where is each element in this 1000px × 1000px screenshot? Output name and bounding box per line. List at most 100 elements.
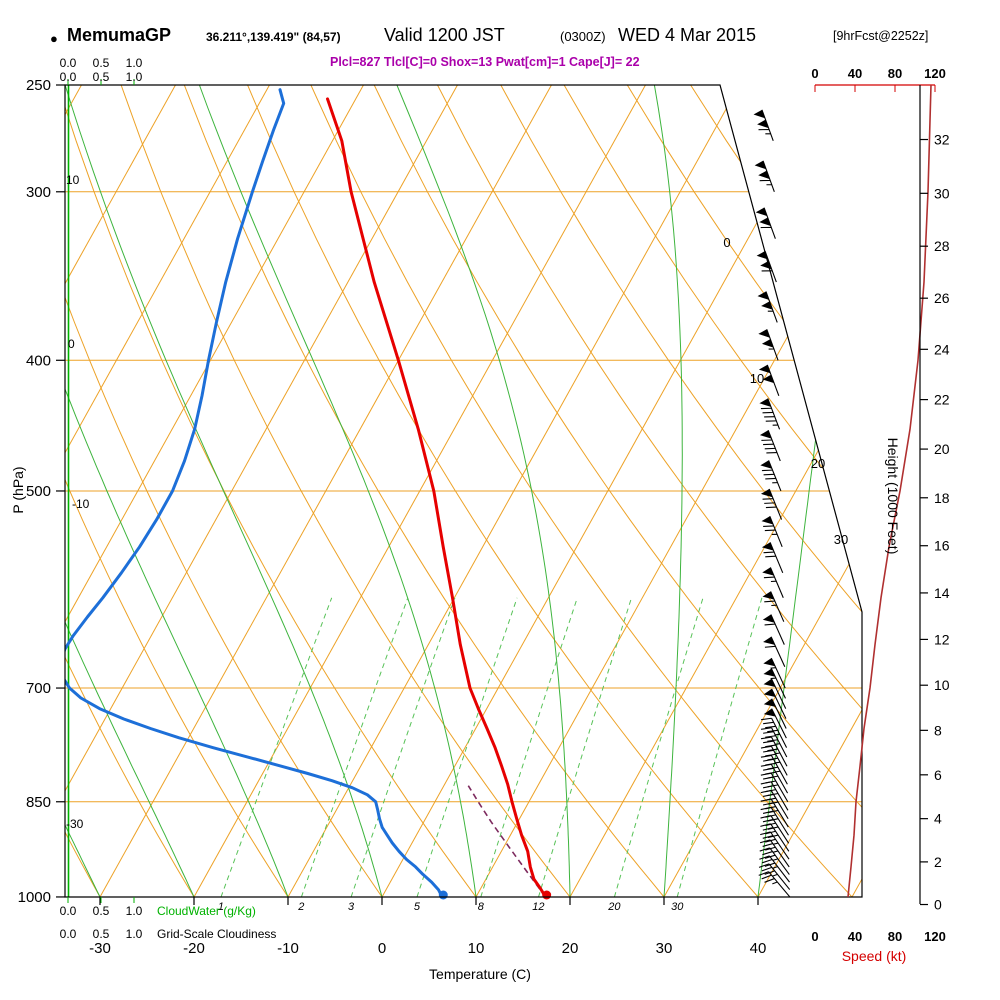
svg-text:250: 250 bbox=[26, 77, 51, 94]
valid-time-utc: (0300Z) bbox=[560, 29, 606, 44]
svg-text:30: 30 bbox=[656, 940, 673, 957]
svg-text:0.0: 0.0 bbox=[60, 56, 77, 70]
svg-text:10: 10 bbox=[750, 371, 764, 386]
svg-text:400: 400 bbox=[26, 352, 51, 369]
svg-text:1.0: 1.0 bbox=[126, 904, 143, 918]
cloudwater-axis-title: CloudWater (g/Kg) bbox=[157, 904, 256, 918]
svg-text:0: 0 bbox=[811, 929, 818, 944]
svg-text:18: 18 bbox=[934, 490, 950, 506]
svg-text:850: 850 bbox=[26, 794, 51, 811]
station-name: MemumaGP bbox=[67, 25, 172, 45]
svg-text:26: 26 bbox=[934, 290, 950, 306]
surface-dewpoint-dot bbox=[438, 890, 448, 900]
svg-text:0.5: 0.5 bbox=[93, 904, 110, 918]
svg-text:22: 22 bbox=[934, 392, 950, 408]
cloudiness-scale: 0.0 0.0 0.5 0.5 1.0 1.0 bbox=[60, 70, 143, 941]
valid-time: Valid 1200 JST bbox=[384, 25, 505, 45]
svg-text:24: 24 bbox=[934, 341, 950, 357]
speed-curve bbox=[847, 84, 932, 898]
svg-text:8: 8 bbox=[478, 901, 485, 913]
svg-text:0.5: 0.5 bbox=[93, 70, 110, 84]
svg-text:1.0: 1.0 bbox=[126, 56, 143, 70]
svg-text:20: 20 bbox=[607, 901, 621, 913]
forecast-info: [9hrFcst@2252z] bbox=[833, 29, 929, 43]
temperature-axis: -30 -20 -10 0 10 20 30 40 bbox=[89, 897, 766, 957]
svg-text:0: 0 bbox=[811, 66, 818, 81]
stability-indices: Plcl=827 Tlcl[C]=0 Shox=13 Pwat[cm]=1 Ca… bbox=[330, 55, 640, 69]
svg-text:40: 40 bbox=[848, 66, 862, 81]
svg-text:0: 0 bbox=[68, 337, 75, 351]
svg-text:120: 120 bbox=[924, 929, 946, 944]
svg-text:700: 700 bbox=[26, 680, 51, 697]
temperature-curve bbox=[326, 97, 548, 897]
svg-text:1000: 1000 bbox=[18, 889, 51, 906]
svg-text:10: 10 bbox=[468, 940, 485, 957]
dewpoint-curve bbox=[65, 88, 444, 897]
svg-text:1.0: 1.0 bbox=[126, 927, 143, 941]
svg-text:-30: -30 bbox=[66, 817, 84, 831]
svg-text:4: 4 bbox=[934, 811, 942, 827]
svg-text:0.5: 0.5 bbox=[93, 927, 110, 941]
svg-text:28: 28 bbox=[934, 238, 950, 254]
parcel-path bbox=[467, 785, 547, 897]
svg-text:300: 300 bbox=[26, 184, 51, 201]
valid-date: WED 4 Mar 2015 bbox=[618, 25, 757, 45]
svg-text:20: 20 bbox=[562, 940, 579, 957]
pressure-axis: 250 300 400 500 700 850 1000 bbox=[18, 77, 65, 906]
svg-text:3: 3 bbox=[348, 901, 355, 913]
svg-text:32: 32 bbox=[934, 132, 950, 148]
svg-text:0: 0 bbox=[378, 940, 386, 957]
surface-temperature-dot bbox=[542, 890, 552, 900]
svg-text:-10: -10 bbox=[277, 940, 299, 957]
svg-text:-30: -30 bbox=[89, 940, 111, 957]
wind-barbs bbox=[753, 109, 791, 898]
svg-text:0.0: 0.0 bbox=[60, 927, 77, 941]
speed-axis-title: Speed (kt) bbox=[841, 948, 907, 964]
svg-text:16: 16 bbox=[934, 538, 950, 554]
svg-text:14: 14 bbox=[934, 585, 950, 601]
svg-text:40: 40 bbox=[848, 929, 862, 944]
svg-text:0.0: 0.0 bbox=[60, 70, 77, 84]
svg-text:10: 10 bbox=[934, 677, 950, 693]
station-coords: 36.211°,139.419" (84,57) bbox=[206, 30, 341, 44]
station-marker-icon: ● bbox=[50, 31, 58, 46]
cloudwater-scale: 0.00.00.50.51.01.0 bbox=[60, 56, 143, 918]
svg-text:0: 0 bbox=[934, 897, 942, 913]
height-axis-title: Height (1000 Feet) bbox=[885, 437, 901, 555]
svg-text:10: 10 bbox=[66, 173, 80, 187]
svg-text:1: 1 bbox=[218, 901, 224, 913]
svg-text:0: 0 bbox=[723, 235, 730, 250]
temperature-axis-title: Temperature (C) bbox=[429, 966, 531, 982]
svg-text:120: 120 bbox=[924, 66, 946, 81]
svg-text:30: 30 bbox=[834, 532, 848, 547]
svg-text:5: 5 bbox=[414, 901, 421, 913]
svg-text:20: 20 bbox=[811, 456, 825, 471]
svg-text:500: 500 bbox=[26, 483, 51, 500]
svg-text:80: 80 bbox=[888, 66, 902, 81]
svg-text:12: 12 bbox=[532, 901, 544, 913]
svg-text:30: 30 bbox=[934, 185, 950, 201]
svg-text:1.0: 1.0 bbox=[126, 70, 143, 84]
svg-text:6: 6 bbox=[934, 767, 942, 783]
svg-text:2: 2 bbox=[297, 901, 304, 913]
svg-text:8: 8 bbox=[934, 722, 942, 738]
skewt-background bbox=[65, 85, 862, 897]
svg-text:80: 80 bbox=[888, 929, 902, 944]
svg-text:-20: -20 bbox=[183, 940, 205, 957]
svg-text:2: 2 bbox=[934, 854, 942, 870]
svg-text:40: 40 bbox=[750, 940, 767, 957]
svg-text:30: 30 bbox=[671, 901, 684, 913]
svg-text:12: 12 bbox=[934, 631, 950, 647]
svg-text:0.5: 0.5 bbox=[93, 56, 110, 70]
cloudiness-axis-title: Grid-Scale Cloudiness bbox=[157, 927, 277, 941]
svg-text:-10: -10 bbox=[72, 497, 90, 511]
svg-text:20: 20 bbox=[934, 441, 950, 457]
pressure-axis-title: P (hPa) bbox=[10, 466, 26, 514]
sounding-profiles bbox=[65, 88, 548, 897]
svg-text:0.0: 0.0 bbox=[60, 904, 77, 918]
